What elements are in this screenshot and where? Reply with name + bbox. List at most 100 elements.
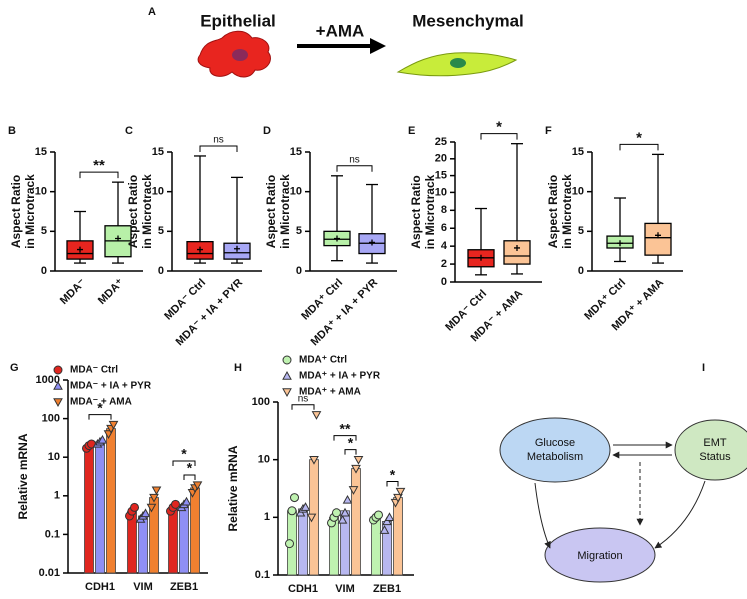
data-point — [306, 513, 317, 523]
right-label: Mesenchymal — [412, 11, 524, 30]
bar — [168, 507, 178, 574]
data-point — [151, 486, 162, 496]
mean — [514, 244, 520, 251]
y-tick-label: 10 — [435, 186, 447, 198]
data-point — [353, 455, 364, 465]
arrow-label: +AMA — [316, 21, 365, 40]
significance: * — [348, 434, 354, 450]
nucleus — [232, 49, 248, 61]
significance: * — [390, 466, 396, 482]
data-point — [140, 508, 151, 518]
y-tick-label: 20 — [435, 153, 447, 165]
bracket — [333, 435, 357, 441]
mean — [234, 245, 240, 252]
y-tick-label: 15 — [35, 146, 47, 158]
y-tick-label: 10 — [152, 186, 164, 198]
panel-letter: A — [148, 6, 156, 18]
bar — [190, 487, 200, 574]
data-point — [287, 506, 297, 516]
y-tick-label: 0.1 — [255, 569, 270, 581]
y-tick-label: 5 — [158, 225, 164, 237]
significance: ** — [93, 157, 105, 174]
y-tick-label: 5 — [41, 225, 47, 237]
bar — [351, 468, 361, 576]
legend-marker — [282, 355, 292, 365]
y-tick-label: 25 — [435, 136, 447, 148]
y-axis-label: in Microtrack — [140, 174, 154, 249]
y-tick-label: 0.01 — [39, 567, 60, 579]
legend-label: MDA⁺ + IA + PYR — [299, 371, 381, 382]
data-point — [374, 510, 383, 520]
bracket — [344, 449, 357, 455]
data-point — [311, 411, 322, 420]
x-tick-label: ZEB1 — [373, 583, 401, 595]
bar — [106, 428, 116, 574]
data-point — [290, 493, 299, 503]
x-tick-label: MDA⁻ + IA + PYR — [174, 277, 246, 349]
data-point — [351, 464, 361, 474]
significance: * — [636, 129, 642, 146]
data-point — [146, 503, 157, 513]
y-tick-label: 15 — [435, 170, 447, 182]
significance: * — [187, 460, 193, 476]
panel-letter: G — [10, 362, 19, 374]
bar — [95, 441, 105, 574]
node-label: Metabolism — [527, 451, 583, 463]
chart: H Relative mRNA 0.1 1 10 100 CDH1 VIM ZEB1 MDA⁺ C… — [226, 355, 414, 595]
mean — [655, 232, 661, 239]
panel-letter: E — [408, 125, 415, 137]
data-point — [149, 493, 159, 503]
data-point — [108, 420, 119, 430]
y-tick-label: 100 — [252, 396, 270, 408]
data-point — [379, 525, 390, 534]
bracket — [172, 460, 196, 467]
legend-marker — [282, 388, 292, 398]
x-tick-label: MDA⁺ + IA + PYR — [309, 277, 381, 349]
x-tick-label: MDA⁻ — [58, 277, 88, 307]
data-point — [332, 508, 341, 518]
bar — [127, 510, 137, 574]
bracket — [183, 474, 196, 481]
data-point — [348, 486, 359, 495]
arrow — [534, 482, 551, 549]
y-axis-label: Aspect Ratio — [126, 175, 140, 248]
y-tick-label: 10 — [572, 186, 584, 198]
data-point — [309, 455, 319, 465]
bar — [179, 503, 189, 574]
y-tick-label: 15 — [152, 146, 164, 158]
significance: * — [181, 446, 187, 462]
data-point — [342, 494, 353, 504]
node — [674, 419, 747, 481]
bar — [138, 515, 148, 574]
y-tick-label: 100 — [42, 413, 60, 425]
arrow — [654, 480, 706, 549]
y-tick-label: 1 — [264, 511, 270, 523]
mean — [197, 246, 203, 253]
x-tick-label: CDH1 — [85, 581, 115, 593]
bar — [393, 497, 403, 576]
bar — [371, 516, 381, 576]
x-tick-label: VIM — [133, 581, 153, 593]
data-point — [285, 539, 294, 549]
data-point — [130, 502, 139, 512]
data-point — [393, 493, 403, 503]
panel-letter: D — [263, 125, 271, 137]
y-axis-label: Aspect Ratio — [264, 175, 278, 248]
x-tick-label: ZEB1 — [170, 581, 198, 593]
y-axis-label: Aspect Ratio — [9, 175, 23, 248]
y-axis-label: in Microtrack — [23, 174, 37, 249]
node-label: Glucose — [535, 437, 575, 449]
y-tick-label: 0 — [578, 265, 584, 277]
legend-label: MDA⁺ + AMA — [299, 387, 361, 398]
y-tick-label: 5 — [296, 225, 302, 237]
data-point — [181, 496, 192, 506]
node — [499, 417, 611, 483]
bracket — [386, 481, 399, 487]
y-axis-label: Relative mRNA — [226, 445, 240, 531]
legend-marker — [53, 398, 63, 408]
significance: ns — [349, 154, 360, 165]
data-point — [171, 499, 180, 509]
